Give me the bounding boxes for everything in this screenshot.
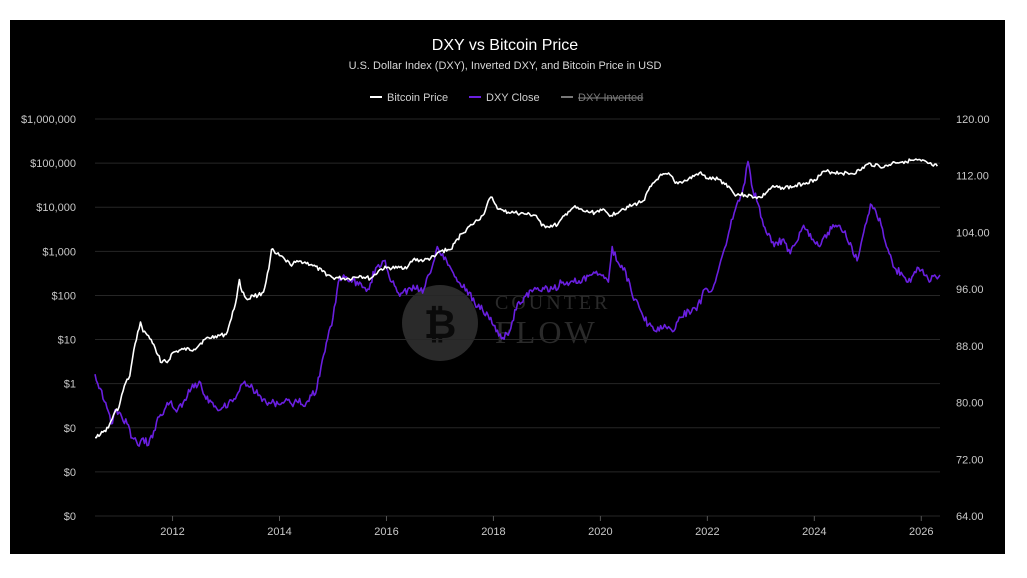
x-tick-label: 2012 — [160, 526, 184, 538]
x-tick-label: 2024 — [802, 526, 826, 538]
legend-item-dxy-inverted[interactable]: DXY Inverted — [561, 92, 643, 104]
right-tick-label: 64.00 — [956, 511, 984, 523]
chart-panel: ₿ COUNTER FLOW DXY vs Bitcoin Price U.S.… — [10, 20, 1005, 554]
chart-subtitle: U.S. Dollar Index (DXY), Inverted DXY, a… — [349, 60, 662, 72]
watermark-text-bottom: FLOW — [495, 314, 598, 350]
right-tick-label: 80.00 — [956, 398, 984, 410]
watermark-logo: ₿ COUNTER FLOW — [402, 285, 610, 361]
left-tick-label: $100,000 — [30, 158, 76, 170]
x-tick-label: 2016 — [374, 526, 398, 538]
right-axis: 120.00 112.00 104.00 96.00 88.00 80.00 72.00 64… — [956, 114, 990, 523]
legend: Bitcoin Price DXY Close DXY Inverted — [370, 92, 643, 104]
left-tick-label: $1 — [64, 379, 76, 391]
x-tick-label: 2014 — [267, 526, 291, 538]
left-tick-label: $10,000 — [36, 202, 76, 214]
legend-item-bitcoin-price[interactable]: Bitcoin Price — [370, 92, 448, 104]
series-line-dxy-close — [94, 160, 941, 447]
right-tick-label: 72.00 — [956, 454, 984, 466]
watermark-coin-icon — [402, 285, 478, 361]
x-tick-label: 2018 — [481, 526, 505, 538]
chart-title: DXY vs Bitcoin Price — [432, 37, 579, 54]
x-tick-label: 2026 — [909, 526, 933, 538]
right-tick-label: 96.00 — [956, 284, 984, 296]
series-line-bitcoin-price — [95, 158, 938, 439]
x-tick-label: 2022 — [695, 526, 719, 538]
right-tick-label: 88.00 — [956, 341, 984, 353]
legend-label-dxy-close: DXY Close — [486, 92, 540, 104]
right-tick-label: 120.00 — [956, 114, 990, 126]
left-tick-label: $0 — [64, 511, 76, 523]
left-axis: $1,000,000 $100,000 $10,000 $1,000 $100 $10 $1… — [21, 114, 76, 523]
legend-item-dxy-close[interactable]: DXY Close — [469, 92, 540, 104]
legend-label-bitcoin-price: Bitcoin Price — [387, 92, 448, 104]
left-tick-label: $0 — [64, 423, 76, 435]
left-tick-label: $10 — [58, 335, 76, 347]
left-tick-label: $1,000,000 — [21, 114, 76, 126]
chart-canvas: ₿ COUNTER FLOW DXY vs Bitcoin Price U.S.… — [21, 37, 990, 538]
watermark-text-top: COUNTER — [495, 292, 610, 314]
grid-lines — [95, 118, 940, 517]
right-tick-label: 112.00 — [956, 171, 989, 183]
left-tick-label: $0 — [64, 467, 76, 479]
x-tick-label: 2020 — [588, 526, 612, 538]
legend-label-dxy-inverted: DXY Inverted — [578, 92, 643, 104]
left-tick-label: $1,000 — [42, 246, 76, 258]
watermark-bitcoin-symbol: ₿ — [424, 303, 457, 347]
left-tick-label: $100 — [52, 290, 76, 302]
x-axis: 2012 2014 2016 2018 2020 2022 2024 2026 — [160, 516, 934, 538]
right-tick-label: 104.00 — [956, 227, 990, 239]
